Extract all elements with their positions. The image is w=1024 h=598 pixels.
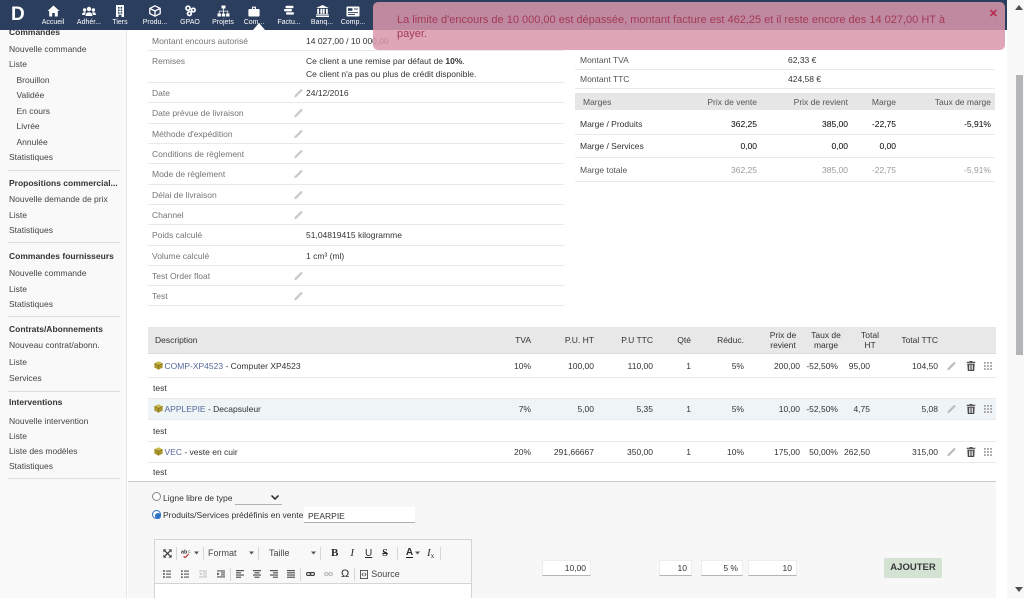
- svg-text:ab: ab: [181, 549, 188, 555]
- svg-text:c: c: [188, 549, 191, 554]
